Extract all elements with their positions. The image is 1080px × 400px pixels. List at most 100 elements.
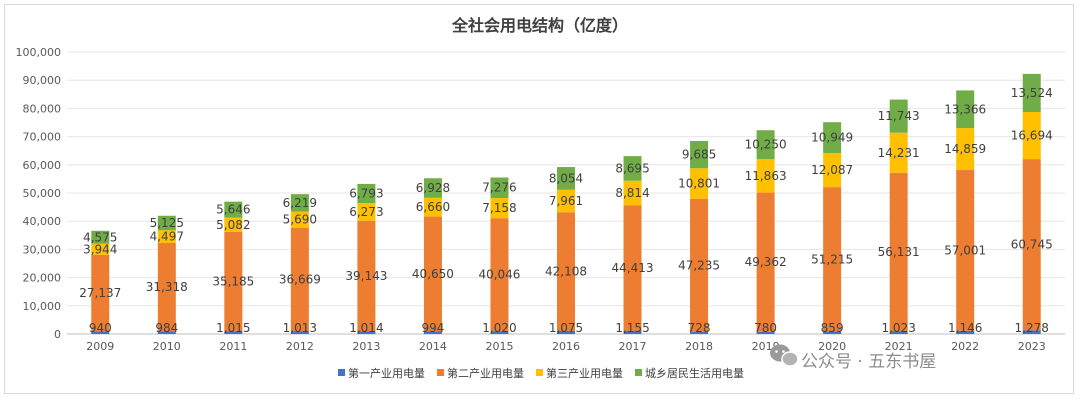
watermark-text: 公众号 · 五东书屋	[801, 352, 936, 372]
data-label: 10,949	[811, 131, 853, 145]
y-tick-label: 40,000	[23, 215, 62, 228]
bar-segment	[823, 187, 842, 332]
data-label: 8,054	[549, 171, 583, 185]
data-label: 39,143	[345, 269, 387, 283]
bar-segment	[490, 218, 509, 332]
bar-segment	[224, 331, 243, 334]
data-label: 1,075	[549, 321, 583, 335]
bar-segment	[690, 168, 709, 199]
bar-segment	[357, 331, 376, 334]
data-label: 1,014	[349, 321, 383, 335]
legend-item[interactable]: 第一产业用电量	[338, 366, 425, 380]
data-label: 5,690	[283, 213, 317, 227]
bar-segment	[490, 331, 509, 334]
data-label: 12,087	[811, 163, 853, 177]
x-tick-label: 2017	[619, 340, 647, 353]
x-tick-label: 2018	[685, 340, 713, 353]
bar-segment	[357, 183, 376, 204]
bar-segment	[956, 128, 975, 171]
data-label: 13,524	[1011, 86, 1053, 100]
bar-segment	[623, 180, 642, 206]
bar-segment	[889, 132, 908, 173]
legend-item[interactable]: 第三产业用电量	[536, 366, 623, 380]
bar-segment	[290, 194, 309, 212]
data-label: 14,859	[944, 142, 986, 156]
data-label: 49,362	[745, 255, 787, 269]
y-tick-label: 60,000	[23, 159, 62, 172]
bar-segment	[423, 331, 442, 334]
data-label: 3,944	[83, 242, 117, 256]
data-label: 1,013	[283, 321, 317, 335]
data-label: 10,250	[745, 138, 787, 152]
y-tick-label: 90,000	[23, 74, 62, 87]
data-label: 7,158	[482, 201, 516, 215]
bar-segment	[823, 153, 842, 188]
y-tick-label: 70,000	[23, 131, 62, 144]
watermark: 公众号 · 五东书屋	[770, 344, 936, 372]
x-tick-label: 2013	[352, 340, 380, 353]
bar-segment	[690, 140, 709, 169]
data-label: 51,215	[811, 252, 853, 266]
data-label: 16,694	[1011, 129, 1053, 143]
data-label: 1,146	[948, 321, 982, 335]
bar-segment	[756, 192, 775, 332]
bar-segment	[357, 220, 376, 332]
x-axis: 2009 2010 2011 2012 2013 2014 2015 2016 2017 2018…	[86, 340, 1045, 353]
bar-segment	[690, 198, 709, 332]
data-label: 36,669	[279, 272, 321, 286]
bars	[91, 73, 1041, 334]
bar-segment	[557, 167, 575, 190]
data-label: 9,685	[682, 148, 716, 162]
legend-label: 第三产业用电量	[546, 366, 623, 380]
bar-segment	[823, 331, 842, 334]
legend-label: 城乡居民生活用电量	[645, 366, 744, 380]
data-label: 11,863	[745, 169, 787, 183]
data-label: 1,023	[881, 321, 915, 335]
bar-segment	[956, 90, 975, 129]
bar-segment	[889, 331, 908, 334]
data-label: 1,278	[1015, 321, 1049, 335]
bar-segment	[889, 99, 908, 133]
x-tick-label: 2023	[1018, 340, 1046, 353]
wechat-icon	[770, 344, 799, 367]
data-label: 40,650	[412, 267, 454, 281]
data-label: 44,413	[612, 261, 654, 275]
x-tick-label: 2012	[286, 340, 314, 353]
bar-segment	[690, 331, 709, 334]
bar-segment	[290, 227, 309, 332]
legend: 第一产业用电量 第二产业用电量 第三产业用电量 城乡居民生活用电量	[338, 366, 744, 380]
y-tick-label: 100,000	[16, 46, 62, 59]
data-label: 6,660	[416, 200, 450, 214]
data-label: 6,219	[283, 196, 317, 210]
bar-segment	[224, 217, 243, 232]
legend-swatch	[635, 369, 642, 376]
data-label: 1,155	[615, 321, 649, 335]
bar-segment	[557, 212, 575, 331]
legend-item[interactable]: 城乡居民生活用电量	[635, 366, 744, 380]
bar-segment	[290, 211, 309, 228]
bar-segment	[623, 330, 642, 334]
data-label: 47,235	[678, 258, 720, 272]
data-label: 8,695	[615, 161, 649, 175]
x-tick-label: 2021	[885, 340, 913, 353]
bar-segment	[623, 205, 642, 331]
data-label: 5,082	[216, 218, 250, 232]
x-tick-label: 2022	[951, 340, 979, 353]
bar-segment	[224, 231, 243, 332]
bar-segment	[157, 331, 176, 334]
bar-segment	[889, 172, 908, 332]
bar-segment	[956, 170, 975, 331]
legend-item[interactable]: 第二产业用电量	[437, 366, 524, 380]
bar-segment	[1022, 159, 1041, 331]
y-axis: 0 10,000 20,000 30,000 40,000 50,000 60,000 70,…	[16, 46, 62, 341]
bar-segment	[623, 156, 642, 181]
bar-segment	[157, 230, 176, 243]
y-tick-label: 80,000	[23, 102, 62, 115]
data-label: 8,814	[615, 186, 649, 200]
bar-segment	[290, 331, 309, 334]
legend-label: 第一产业用电量	[348, 366, 425, 380]
data-label: 6,273	[349, 205, 383, 219]
x-tick-label: 2014	[419, 340, 447, 353]
data-label: 57,001	[944, 243, 986, 257]
